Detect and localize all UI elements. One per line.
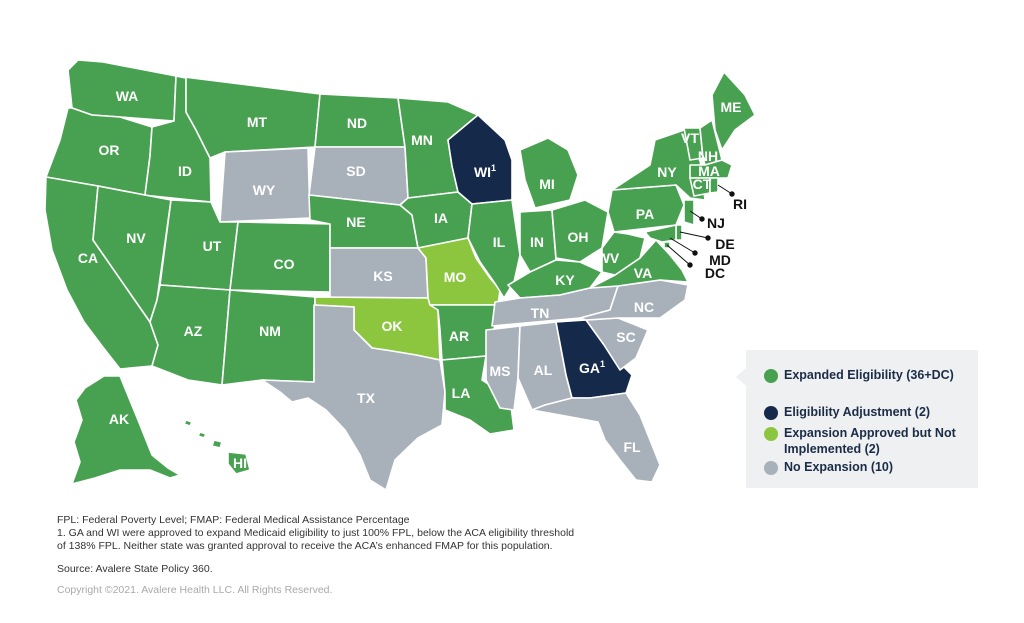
state-label-al: AL — [534, 362, 553, 378]
state-label-mt: MT — [247, 114, 268, 130]
copyright-note: Copyright ©2021. Avalere Health LLC. All… — [57, 584, 333, 596]
state-label-ar: AR — [449, 328, 469, 344]
state-label-ks: KS — [373, 268, 392, 284]
state-me — [711, 71, 756, 151]
state-ny — [611, 127, 706, 201]
state-label-ms: MS — [490, 363, 511, 379]
legend-label-adjustment: Eligibility Adjustment (2) — [784, 405, 931, 419]
state-label-ma: MA — [698, 163, 720, 179]
state-label-nj: NJ — [707, 215, 725, 231]
state-label-wv: WV — [597, 250, 620, 266]
state-label-va: VA — [634, 265, 652, 281]
state-ri — [709, 177, 719, 194]
legend-dot-expanded — [764, 369, 778, 383]
footnote-line-1: 1. GA and WI were approved to expand Med… — [57, 527, 575, 539]
callout-dot-dc — [687, 262, 693, 268]
state-label-oh: OH — [568, 229, 589, 245]
state-label-in: IN — [530, 234, 544, 250]
state-label-az: AZ — [184, 323, 203, 339]
legend-item-adjustment: Eligibility Adjustment (2) — [764, 404, 974, 420]
state-label-dc: DC — [705, 265, 725, 281]
state-nj — [683, 199, 695, 226]
callout-line-ri — [717, 184, 733, 195]
state-mo — [417, 237, 501, 306]
state-label-ga: GA1 — [579, 359, 605, 376]
callout-dot-de — [705, 235, 711, 241]
state-label-ky: KY — [555, 272, 575, 288]
state-label-vt: VT — [681, 130, 699, 146]
legend-pointer — [736, 368, 746, 386]
state-label-sc: SC — [616, 329, 635, 345]
state-label-nd: ND — [347, 115, 367, 131]
state-label-mo: MO — [444, 269, 467, 285]
state-label-nm: NM — [259, 323, 281, 339]
state-label-la: LA — [452, 385, 471, 401]
state-label-ne: NE — [346, 214, 365, 230]
state-label-ny: NY — [657, 164, 677, 180]
callout-line-md — [669, 237, 696, 254]
state-il — [467, 199, 521, 299]
state-label-ri: RI — [733, 196, 747, 212]
state-label-co: CO — [274, 256, 295, 272]
state-nc — [579, 279, 689, 321]
state-label-nh: NH — [698, 148, 718, 164]
state-label-mn: MN — [411, 132, 433, 148]
callout-dot-ri — [729, 191, 735, 197]
callout-dot-nj — [699, 216, 705, 222]
legend: Expanded Eligibility (36+DC) Eligibility… — [746, 350, 978, 488]
state-label-ak: AK — [109, 411, 129, 427]
legend-label-expanded: Expanded Eligibility (36+DC) — [784, 368, 954, 382]
state-label-wa: WA — [116, 88, 139, 104]
footnote-line-2: of 138% FPL. Neither state was granted a… — [57, 540, 553, 552]
state-label-or: OR — [99, 142, 120, 158]
state-label-wi: WI1 — [474, 163, 496, 180]
state-ak — [71, 375, 181, 485]
legend-dot-approved — [764, 427, 778, 441]
state-label-de: DE — [715, 236, 734, 252]
state-fl — [531, 392, 661, 483]
state-label-il: IL — [493, 234, 506, 250]
state-la — [441, 355, 515, 435]
state-label-nc: NC — [634, 299, 654, 315]
state-label-ok: OK — [382, 318, 403, 334]
legend-item-expanded: Expanded Eligibility (36+DC) — [764, 367, 974, 383]
state-label-ia: IA — [434, 210, 448, 226]
state-label-ca: CA — [78, 250, 98, 266]
callout-dot-md — [692, 250, 698, 256]
state-label-ct: CT — [693, 176, 712, 192]
state-label-ut: UT — [203, 238, 222, 254]
state-label-wy: WY — [253, 182, 276, 198]
state-label-nv: NV — [126, 230, 146, 246]
legend-item-no-expansion: No Expansion (10) — [764, 459, 974, 475]
legend-item-approved: Expansion Approved but Not Implemented (… — [764, 425, 974, 457]
state-label-md: MD — [709, 252, 731, 268]
state-label-mi: MI — [539, 176, 555, 192]
state-tx — [261, 304, 446, 491]
state-label-me: ME — [721, 99, 742, 115]
legend-dot-adjustment — [764, 406, 778, 420]
state-hi — [183, 419, 251, 475]
source-note: Source: Avalere State Policy 360. — [57, 563, 213, 575]
state-label-fl: FL — [623, 439, 641, 455]
state-label-id: ID — [178, 163, 192, 179]
state-mi — [519, 137, 579, 209]
legend-label-no-expansion: No Expansion (10) — [784, 460, 894, 474]
state-label-tn: TN — [531, 305, 550, 321]
abbreviations-note: FPL: Federal Poverty Level; FMAP: Federa… — [57, 514, 410, 526]
state-label-pa: PA — [636, 206, 654, 222]
legend-dot-no-expansion — [764, 461, 778, 475]
callout-line-dc — [666, 244, 691, 266]
state-label-sd: SD — [346, 163, 365, 179]
state-label-hi: HI — [233, 455, 247, 471]
state-md — [644, 224, 677, 243]
state-label-tx: TX — [357, 390, 376, 406]
callout-line-de — [679, 231, 709, 239]
legend-label-approved: Expansion Approved but Not Implemented (… — [784, 426, 956, 456]
